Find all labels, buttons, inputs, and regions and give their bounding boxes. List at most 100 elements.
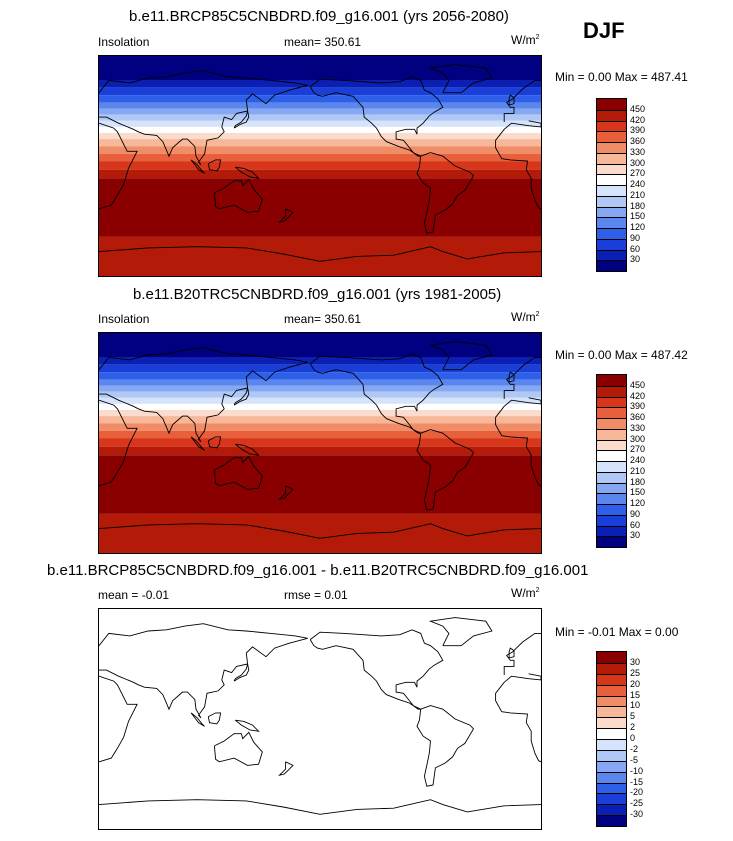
colorbar-tick-label: 90 — [630, 508, 641, 519]
colorbar-tick-label: 2 — [630, 722, 636, 733]
colorbar-box — [597, 760, 626, 772]
insolation-latitude-band — [99, 416, 541, 424]
colorbar-tick-label: 5 — [630, 711, 636, 722]
colorbar-tick-label: 210 — [630, 189, 646, 200]
insolation-latitude-band — [99, 438, 541, 447]
colorbar-box — [597, 174, 626, 185]
coastline — [190, 712, 205, 727]
insolation-latitude-band — [99, 169, 541, 179]
coastline — [99, 675, 138, 763]
colorbar-tick-label: 360 — [630, 136, 646, 146]
insolation-latitude-band — [99, 87, 541, 96]
coastline — [233, 663, 250, 682]
insolation-latitude-band — [99, 397, 541, 404]
coastline — [207, 159, 222, 172]
panel-1-colorbar — [596, 98, 627, 272]
colorbar-box — [597, 771, 626, 783]
colorbar-tick-label: 60 — [630, 519, 641, 530]
coastline — [278, 485, 294, 501]
colorbar-box — [597, 249, 626, 261]
panel-1-minmax: Min = 0.00 Max = 487.41 — [555, 70, 688, 84]
coastline — [428, 64, 493, 94]
insolation-latitude-band — [99, 114, 541, 121]
coastline — [428, 617, 493, 647]
coastline — [99, 246, 541, 262]
panel-3-minmax: Min = -0.01 Max = 0.00 — [555, 625, 679, 639]
coastline — [508, 647, 515, 659]
colorbar-tick-label: 30 — [630, 530, 641, 541]
colorbar-box — [597, 418, 626, 429]
coastline — [213, 731, 263, 766]
insolation-latitude-band — [99, 161, 541, 170]
colorbar-box — [597, 152, 626, 164]
colorbar-box — [597, 461, 626, 472]
season-label: DJF — [583, 18, 625, 43]
colorbar-tick-label: 0 — [630, 733, 636, 743]
colorbar-tick-label: -15 — [630, 776, 644, 787]
panel-1-map — [98, 55, 542, 277]
panel-3-rmse-label: rmse = 0.01 — [284, 588, 348, 602]
colorbar-tick-label: 330 — [630, 422, 646, 433]
panel-1-variable-label: Insolation — [98, 35, 150, 49]
colorbar-tick-label: 210 — [630, 465, 646, 476]
insolation-latitude-band — [99, 403, 541, 410]
insolation-latitude-band — [99, 95, 541, 103]
colorbar-box — [597, 749, 626, 761]
panel-1-title: b.e11.BRCP85C5CNBDRD.f09_g16.001 (yrs 20… — [129, 8, 509, 25]
colorbar-tick-label: -30 — [630, 809, 644, 820]
colorbar-tick-label: 90 — [630, 232, 641, 243]
coastline — [508, 94, 515, 106]
panel-3-map — [98, 608, 542, 830]
insolation-latitude-band — [99, 513, 541, 553]
colorbar-box — [597, 238, 626, 250]
panel-2-title: b.e11.B20TRC5CNBDRD.f09_g16.001 (yrs 198… — [133, 286, 502, 303]
insolation-latitude-band — [99, 410, 541, 417]
coastline — [309, 76, 444, 157]
coastline — [190, 159, 205, 174]
colorbar-box — [597, 228, 626, 239]
colorbar-box — [597, 217, 626, 228]
colorbar-tick-label: 20 — [630, 678, 641, 689]
colorbar-tick-label: 60 — [630, 243, 641, 254]
colorbar-tick-label: 25 — [630, 667, 641, 678]
colorbar-box — [597, 482, 626, 494]
colorbar-tick-label: 390 — [630, 125, 646, 136]
coastline — [233, 387, 250, 406]
colorbar-box — [597, 673, 626, 685]
panel-3-coastlines — [99, 617, 541, 815]
insolation-latitude-band — [99, 372, 541, 380]
colorbar-box — [597, 652, 626, 663]
insolation-latitude-band — [99, 379, 541, 386]
colorbar-box — [597, 504, 626, 515]
colorbar-tick-label: 420 — [630, 114, 646, 125]
coastline — [213, 178, 263, 213]
colorbar-box — [597, 695, 626, 707]
insolation-latitude-band — [99, 153, 541, 162]
insolation-latitude-band — [99, 178, 541, 237]
colorbar-tick-label: 150 — [630, 211, 646, 222]
colorbar-box — [597, 706, 626, 718]
coastline — [99, 523, 541, 539]
colorbar-tick-label: 120 — [630, 498, 646, 508]
insolation-latitude-band — [99, 423, 541, 431]
colorbar-box — [597, 471, 626, 483]
coastline — [235, 443, 260, 456]
panel-3-mean-label: mean = -0.01 — [98, 588, 170, 602]
colorbar-box — [597, 109, 626, 121]
panel-3-colorbar — [596, 651, 627, 827]
panel-2-units: W/m2 — [511, 310, 540, 324]
coastline — [428, 341, 493, 371]
insolation-latitude-band — [99, 80, 541, 88]
colorbar-tick-label: -10 — [630, 765, 644, 776]
panel-1-mean-label: mean= 350.61 — [284, 35, 362, 49]
insolation-latitude-band — [99, 391, 541, 398]
coastline — [99, 799, 541, 815]
coastline — [309, 353, 444, 434]
coastline — [99, 70, 308, 166]
colorbar-box — [597, 804, 626, 816]
colorbar-tick-label: 270 — [630, 444, 646, 455]
insolation-latitude-band — [99, 102, 541, 109]
colorbar-box — [597, 439, 626, 451]
colorbar-tick-label: 300 — [630, 157, 646, 168]
insolation-latitude-band — [99, 146, 541, 154]
